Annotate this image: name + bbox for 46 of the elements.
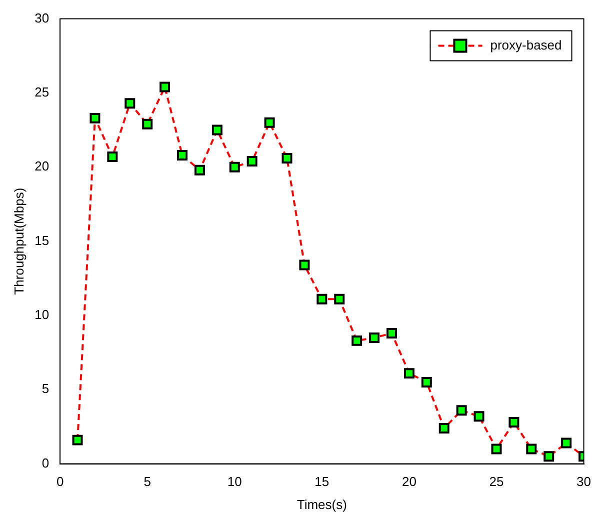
legend-label: proxy-based [490,37,562,52]
x-tick-label: 30 [576,474,592,490]
y-tick-label: 0 [42,455,50,470]
point [508,417,520,428]
point [229,162,240,172]
point [421,376,432,388]
y-tick-label: 25 [34,84,50,100]
point [160,82,170,92]
y-tick-label: 5 [42,381,50,396]
x-tick-label: 5 [144,474,151,490]
y-axis-title: Throughput(Mbps) [11,188,26,295]
point [177,150,188,161]
point [369,332,380,343]
x-tick-label: 0 [56,474,64,490]
point [526,444,537,454]
point [544,451,554,462]
point [334,294,345,304]
point [352,335,362,346]
point [212,124,222,136]
y-tick-label: 15 [34,232,50,248]
point [90,112,100,124]
point [282,152,292,164]
point [264,117,275,128]
point [491,444,502,454]
point [404,368,414,379]
y-tick-label: 20 [34,158,50,174]
point [299,260,310,270]
x-tick-label: 25 [489,474,504,490]
point [142,118,153,130]
point [72,434,83,446]
point [124,98,136,109]
point [246,156,258,166]
y-tick-label: 10 [34,307,50,322]
y-tick-label: 30 [34,10,50,26]
point [107,152,118,162]
point [386,328,397,339]
point [438,422,450,434]
point [561,438,572,448]
x-tick-label: 20 [402,474,416,490]
x-tick-label: 10 [227,474,242,490]
point [316,294,328,304]
point [194,164,205,176]
point [474,411,484,422]
point [456,405,467,416]
x-axis-title: Times(s) [296,496,347,512]
x-tick-label: 15 [314,474,330,490]
